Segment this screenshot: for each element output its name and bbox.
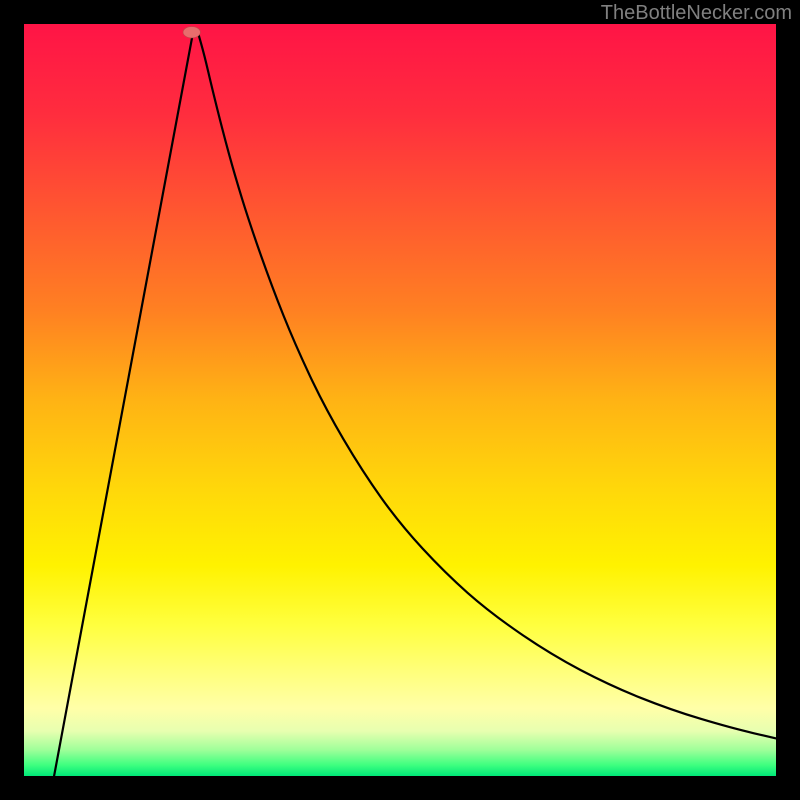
watermark-text: TheBottleNecker.com (601, 2, 792, 25)
chart-background (24, 24, 776, 776)
optimal-point-marker (183, 27, 200, 38)
chart-container: TheBottleNecker.com (0, 0, 800, 800)
chart-svg (24, 24, 776, 776)
plot-area (24, 24, 776, 776)
